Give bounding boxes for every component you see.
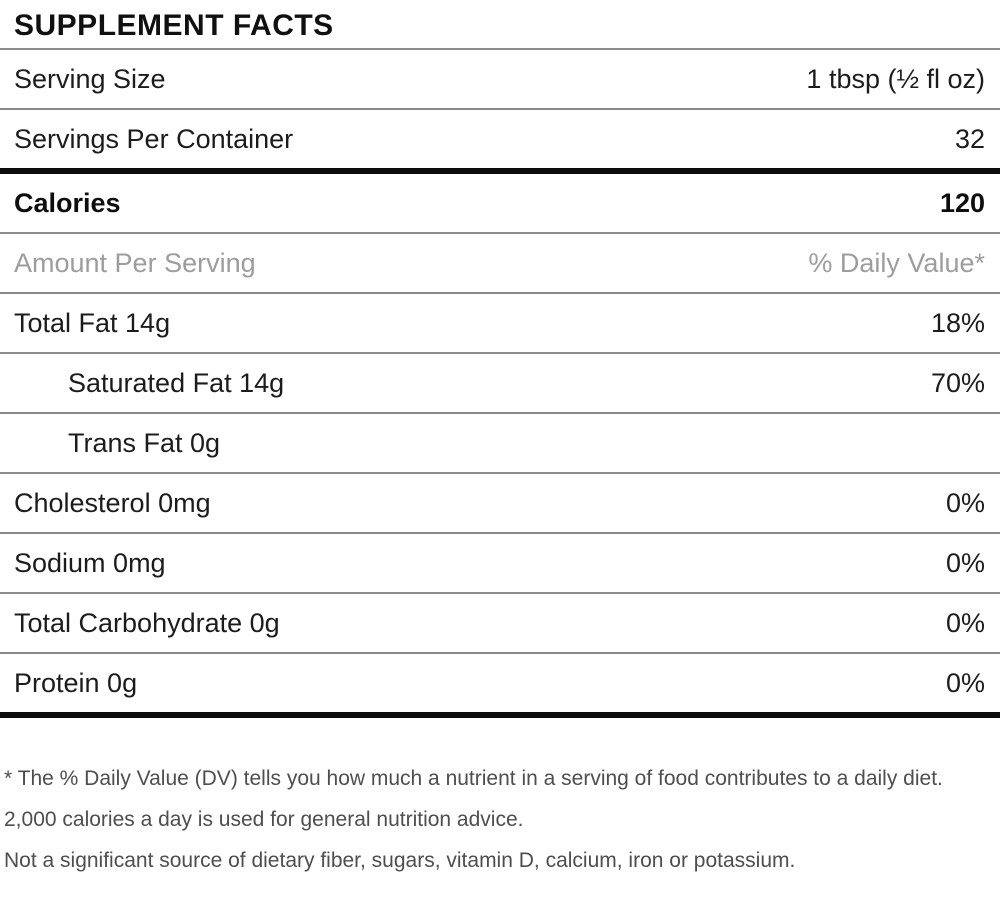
nutrient-row-label: Cholesterol 0mg [14,487,211,518]
divider [0,592,1000,594]
divider [0,412,1000,414]
divider [0,108,1000,110]
calories-value: 120 [939,187,985,218]
footnotes: * The % Daily Value (DV) tells you how m… [0,718,985,881]
daily-value-header: % Daily Value* [808,247,985,278]
daily-value-footnote: * The % Daily Value (DV) tells you how m… [4,767,943,831]
column-header-row: Amount Per Serving % Daily Value* [0,234,1000,292]
nutrient-row: Total Carbohydrate 0g 0% [0,594,1000,652]
calories-row: Calories 120 [0,174,1000,232]
thick-divider [0,712,1000,718]
nutrient-row-label: Protein 0g [14,667,138,698]
nutrient-row-value: 18% [930,307,985,338]
nutrient-row-value: 0% [945,487,985,518]
supplement-facts-panel: SUPPLEMENT FACTS Serving Size 1 tbsp (½ f… [0,9,1000,881]
nutrient-row: Trans Fat 0g [0,414,1000,472]
serving-row-value: 32 [954,123,985,154]
amount-per-serving-header: Amount Per Serving [14,247,256,278]
nutrient-row: Cholesterol 0mg 0% [0,474,1000,532]
nutrient-row-value: 70% [930,367,985,398]
divider [0,352,1000,354]
nutrient-row-label: Saturated Fat 14g [68,367,285,398]
serving-row: Servings Per Container 32 [0,110,1000,168]
divider [0,472,1000,474]
not-significant-source-footnote: Not a significant source of dietary fibe… [4,849,796,872]
nutrient-row-value: 0% [945,667,985,698]
serving-row-label: Serving Size [14,63,166,94]
serving-row-label: Servings Per Container [14,123,294,154]
divider [0,532,1000,534]
divider [0,292,1000,294]
calories-label: Calories [14,187,121,218]
nutrient-row-value: 0% [945,547,985,578]
serving-row: Serving Size 1 tbsp (½ fl oz) [0,50,1000,108]
nutrient-row-label: Trans Fat 0g [68,427,221,458]
nutrients-section: Total Fat 14g 18% Saturated Fat 14g 70% Tran… [0,294,1000,712]
nutrient-row-label: Sodium 0mg [14,547,166,578]
nutrient-row: Sodium 0mg 0% [0,534,1000,592]
divider [0,652,1000,654]
divider [0,48,1000,50]
serving-row-value: 1 tbsp (½ fl oz) [806,63,985,94]
nutrient-row: Saturated Fat 14g 70% [0,354,1000,412]
nutrient-row: Protein 0g 0% [0,654,1000,712]
nutrient-row-label: Total Carbohydrate 0g [14,607,280,638]
thick-divider [0,168,1000,174]
divider [0,232,1000,234]
nutrient-row-value: 0% [945,607,985,638]
nutrient-row-label: Total Fat 14g [14,307,171,338]
panel-title: SUPPLEMENT FACTS [14,9,334,42]
serving-info-section: Serving Size 1 tbsp (½ fl oz) Servings Per… [0,50,1000,168]
nutrient-row: Total Fat 14g 18% [0,294,1000,352]
